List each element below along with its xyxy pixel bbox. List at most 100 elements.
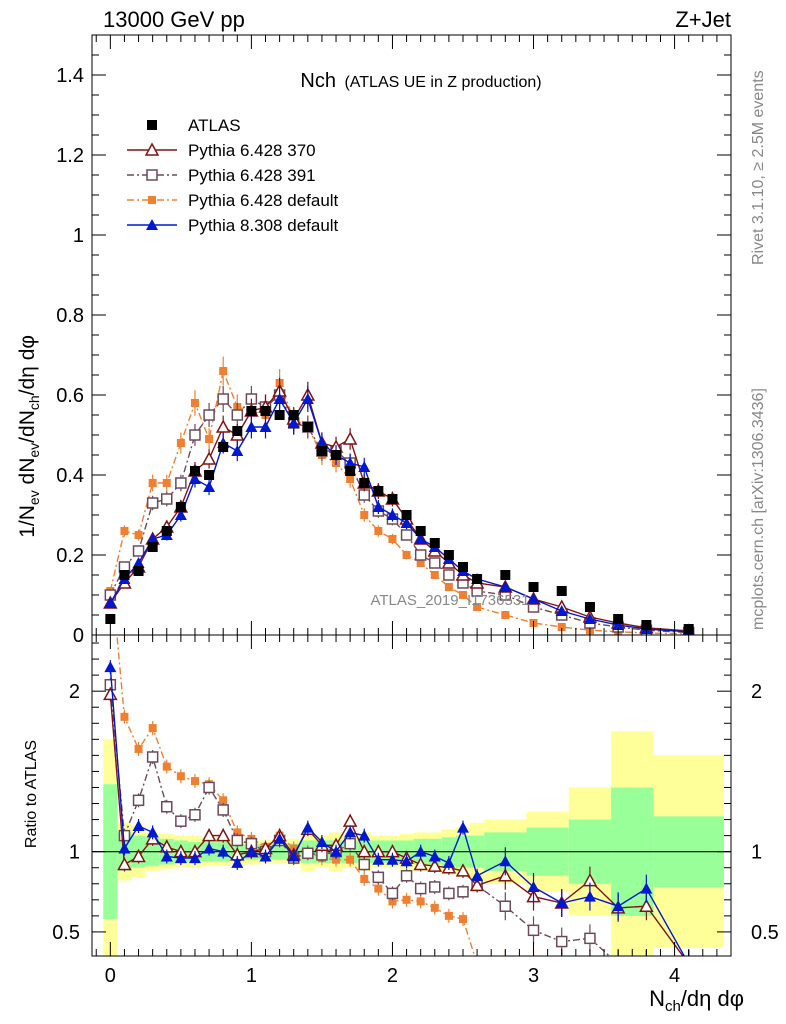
data-point xyxy=(583,613,596,624)
ratio-point xyxy=(189,809,201,821)
ratio-point xyxy=(469,877,485,892)
legend-entry-py370: Pythia 6.428 370 xyxy=(127,141,316,160)
ratio-point xyxy=(188,852,201,864)
data-point xyxy=(444,583,453,591)
data-point xyxy=(346,475,355,483)
data-point xyxy=(641,620,652,630)
legend-label: ATLAS xyxy=(188,116,241,135)
header-left: 13000 GeV pp xyxy=(103,7,245,32)
data-point xyxy=(162,479,171,487)
data-point xyxy=(203,409,215,421)
ratio-point xyxy=(201,828,217,842)
ratio-line-py8def xyxy=(109,667,686,956)
data-point xyxy=(555,605,568,616)
data-point xyxy=(232,426,243,436)
data-point xyxy=(205,435,214,443)
data-point xyxy=(360,511,369,519)
ratio-point xyxy=(499,900,512,912)
ratio-frame xyxy=(91,634,732,957)
legend: ATLAS Pythia 6.428 370 Pythia 6.428 391 Pyt… xyxy=(127,116,339,235)
ratio-y-tick-label: 1 xyxy=(69,842,80,864)
ratio-point xyxy=(639,898,654,912)
ratio-point xyxy=(344,837,356,850)
data-point xyxy=(457,562,468,572)
data-point xyxy=(189,466,200,476)
data-point xyxy=(612,619,625,630)
data-point xyxy=(219,367,228,375)
data-point xyxy=(146,497,159,509)
ratio-point xyxy=(458,915,467,924)
data-point xyxy=(190,399,199,407)
ratio-point xyxy=(315,836,328,848)
legend-label: Pythia 6.428 370 xyxy=(188,141,316,160)
ratio-line-py6def xyxy=(116,635,476,956)
ratio-point xyxy=(400,855,413,867)
ratio-y-tick-label-right: 0.5 xyxy=(751,922,779,944)
data-point xyxy=(528,582,539,592)
ratio-point xyxy=(219,796,228,805)
legend-label: Pythia 8.308 default xyxy=(188,216,339,235)
ratio-point xyxy=(231,834,244,847)
side-mcplots: mcplots.cern.ch [arXiv:1306.3436] xyxy=(750,388,767,630)
legend-entry-py391: Pythia 6.428 391 xyxy=(127,166,316,185)
y-tick-label: 0 xyxy=(73,625,84,647)
data-point xyxy=(358,489,370,501)
data-point xyxy=(373,486,384,496)
data-point xyxy=(217,393,229,405)
data-point xyxy=(215,419,231,433)
ratio-point xyxy=(358,829,371,841)
ratio-point xyxy=(233,828,242,837)
ratio-point xyxy=(402,895,411,904)
main-ylabel: 1/Nev dNev/dNch/dη dφ xyxy=(16,335,42,538)
ratio-point xyxy=(160,850,173,862)
data-point xyxy=(472,574,483,584)
ratio-point xyxy=(287,850,300,862)
legend-marker xyxy=(146,169,158,181)
ratio-point xyxy=(344,826,357,838)
data-point xyxy=(132,545,145,557)
data-point xyxy=(400,517,413,528)
ratio-point xyxy=(118,842,131,854)
ratio-point xyxy=(245,845,258,857)
y-tick-label: 0.4 xyxy=(56,465,84,487)
ratio-point xyxy=(372,871,385,884)
y-tick-label: 0.8 xyxy=(56,305,84,327)
data-point xyxy=(231,409,244,421)
ratio-point xyxy=(443,887,455,900)
ratio-point xyxy=(259,850,272,862)
data-point xyxy=(331,450,342,460)
data-point xyxy=(260,406,271,416)
data-point xyxy=(400,529,413,541)
ratio-point xyxy=(161,800,173,813)
ratio-point xyxy=(231,856,244,868)
data-point xyxy=(613,614,624,624)
data-point xyxy=(204,470,215,480)
ratio-point xyxy=(527,924,540,937)
data-point xyxy=(274,410,285,420)
ratio-point xyxy=(583,890,596,902)
data-point xyxy=(429,538,440,548)
data-point xyxy=(133,566,144,576)
ratio-point xyxy=(413,856,428,871)
ratio-y-tick-label-right: 2 xyxy=(751,681,762,703)
ratio-ylabel: Ratio to ATLAS xyxy=(23,740,40,848)
data-point xyxy=(556,586,567,596)
y-tick-label: 0.2 xyxy=(56,545,84,567)
data-point xyxy=(401,510,412,520)
ratio-point xyxy=(414,882,427,895)
x-tick-label: 0 xyxy=(105,965,116,987)
data-point xyxy=(174,509,187,520)
ratio-point xyxy=(442,856,455,868)
data-point xyxy=(443,569,455,581)
x-tick-label: 2 xyxy=(387,965,398,987)
legend-entry-py8def: Pythia 8.308 default xyxy=(127,216,339,235)
ratio-point xyxy=(330,845,343,857)
ratio-point xyxy=(555,897,568,909)
x-tick-label: 3 xyxy=(528,965,539,987)
data-point xyxy=(315,437,328,448)
ratio-point xyxy=(215,828,231,842)
ratio-point xyxy=(457,886,469,898)
ratio-point xyxy=(203,781,215,794)
ratio-point xyxy=(388,897,397,906)
legend-marker xyxy=(144,142,160,156)
